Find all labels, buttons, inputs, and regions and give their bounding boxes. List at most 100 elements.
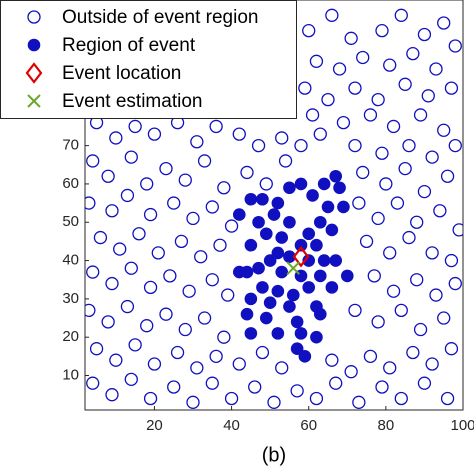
point: [178, 322, 192, 337]
point: [124, 150, 138, 164]
point: [263, 296, 277, 310]
point: [244, 192, 258, 206]
point: [163, 269, 177, 283]
point: [329, 376, 343, 390]
point: [410, 215, 424, 229]
point: [309, 391, 324, 406]
point: [89, 342, 104, 356]
point: [209, 349, 223, 364]
point: [317, 254, 331, 267]
point: [433, 204, 447, 218]
point: [302, 227, 316, 241]
y-tick-label: 20: [62, 328, 79, 345]
point: [383, 246, 397, 260]
point: [383, 58, 397, 72]
axes: 20 40 60 80 100 10 20 30 40 50 60 70: [62, 137, 474, 434]
point: [283, 181, 296, 195]
point: [386, 119, 401, 134]
point: [309, 54, 324, 68]
point: [221, 288, 235, 302]
point: [325, 8, 339, 22]
point: [448, 138, 462, 153]
point: [124, 261, 138, 275]
point: [402, 138, 416, 153]
point: [329, 254, 343, 267]
point: [359, 234, 374, 249]
point: [305, 108, 320, 122]
point: [379, 177, 393, 191]
point: [321, 92, 335, 107]
point: [452, 223, 463, 237]
point: [437, 311, 451, 325]
point: [386, 284, 401, 298]
point: [275, 361, 289, 375]
point: [333, 181, 346, 195]
point: [292, 245, 310, 268]
point: [275, 231, 289, 244]
point: [251, 138, 266, 153]
x-tick-label: 40: [223, 417, 240, 434]
point: [93, 230, 108, 245]
point: [278, 154, 293, 168]
point: [190, 361, 204, 375]
point: [147, 357, 162, 371]
point: [159, 161, 173, 176]
point: [159, 307, 173, 321]
point: [313, 127, 327, 141]
point: [352, 395, 366, 409]
point: [232, 208, 246, 221]
point: [143, 391, 158, 406]
point: [259, 177, 273, 191]
point: [325, 353, 339, 367]
point: [170, 345, 185, 360]
y-tick-label: 10: [62, 366, 79, 383]
point: [417, 376, 432, 390]
point: [325, 223, 339, 237]
legend-label: Event location: [62, 63, 181, 84]
point: [194, 250, 208, 264]
point: [267, 395, 281, 409]
point: [85, 303, 96, 318]
point: [186, 211, 200, 226]
point: [313, 269, 327, 283]
point: [174, 234, 189, 249]
point: [298, 350, 312, 363]
legend-marker: [27, 38, 41, 52]
point: [356, 165, 370, 180]
point: [298, 81, 312, 95]
point: [294, 177, 308, 191]
point: [101, 169, 115, 183]
point: [256, 281, 269, 294]
point: [302, 254, 316, 267]
point: [197, 311, 212, 325]
point: [367, 269, 381, 283]
point: [267, 208, 281, 221]
point: [325, 281, 339, 294]
point: [232, 127, 246, 141]
point: [113, 242, 127, 256]
point: [109, 353, 123, 367]
x-tick-label: 20: [146, 417, 163, 434]
point: [140, 177, 154, 191]
point: [310, 238, 323, 252]
legend-label: Outside of event region: [62, 7, 258, 28]
point: [336, 115, 351, 130]
point: [444, 253, 459, 268]
point: [290, 315, 304, 329]
point: [417, 27, 432, 42]
point: [425, 357, 439, 371]
point: [440, 391, 455, 406]
point: [302, 281, 316, 294]
point: [182, 284, 196, 298]
point: [394, 391, 408, 406]
point: [398, 77, 412, 91]
point: [205, 273, 219, 287]
point: [440, 169, 455, 183]
point: [128, 338, 142, 352]
point: [437, 16, 451, 30]
point: [275, 265, 289, 279]
point: [252, 215, 265, 229]
point: [232, 357, 246, 371]
points: [85, 8, 463, 409]
legend: Outside of event region Region of event Ev…: [0, 0, 297, 119]
